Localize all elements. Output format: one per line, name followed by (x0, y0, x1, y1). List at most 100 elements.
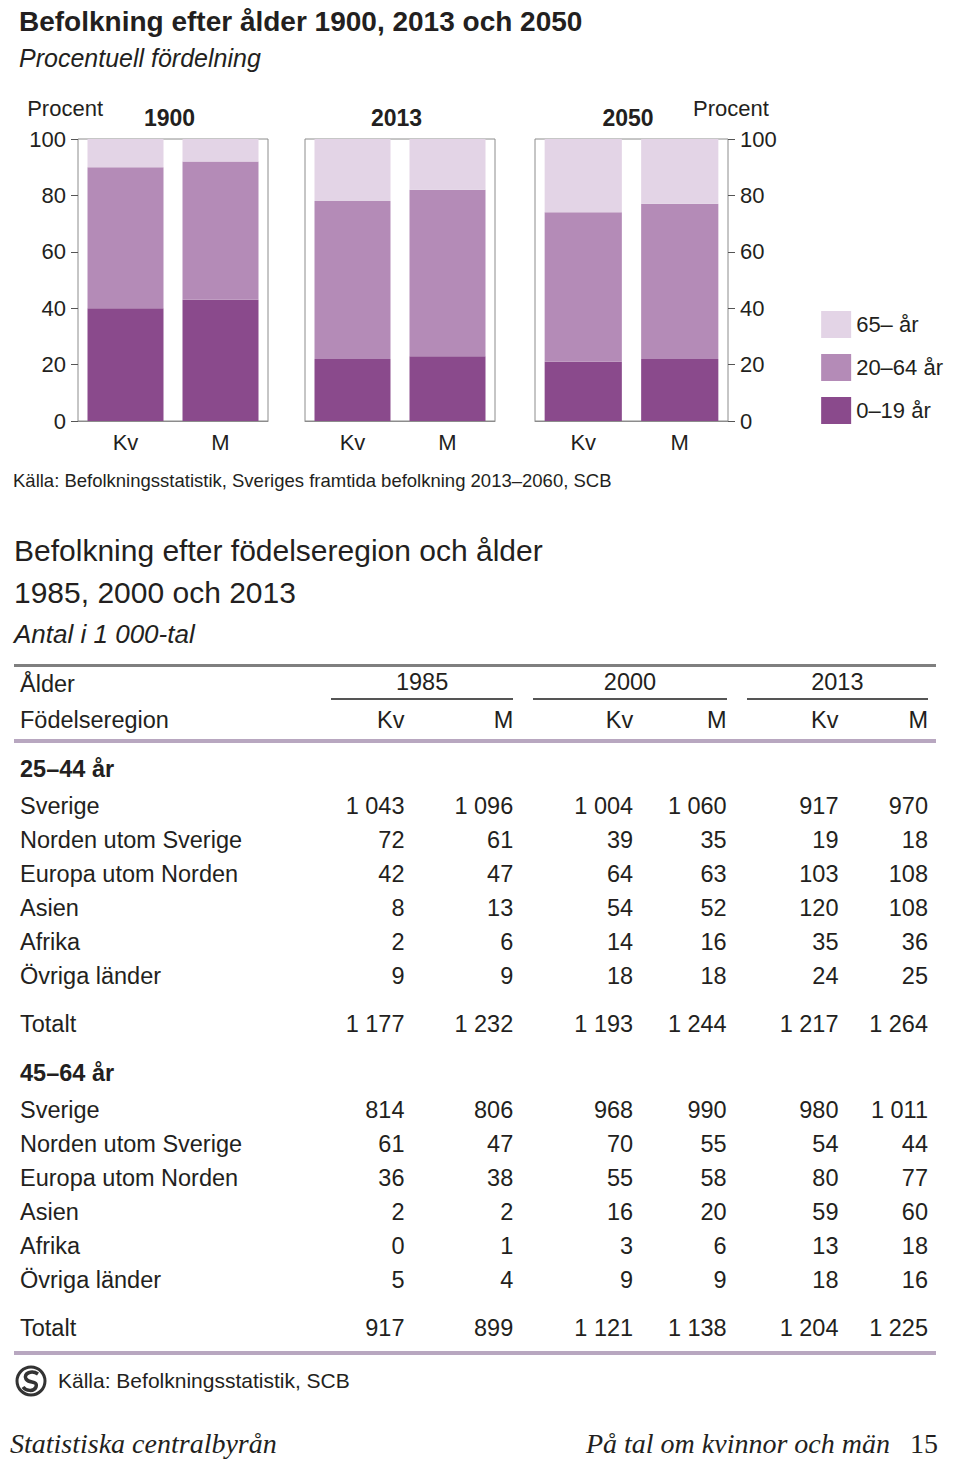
html-text:2000: 2000 (603, 668, 657, 695)
html-text:980: 980 (799, 1096, 839, 1123)
html-text:47: 47 (487, 1130, 514, 1157)
svg-text:1900: 1900 (144, 105, 195, 131)
html-text:968: 968 (594, 1096, 634, 1123)
html-text:1 096: 1 096 (454, 792, 514, 819)
svg-text:100: 100 (740, 127, 777, 152)
html-text:Norden utom Sverige: Norden utom Sverige (20, 1130, 243, 1157)
html-text:1985: 1985 (396, 668, 449, 695)
svg-text:40: 40 (42, 296, 66, 321)
html-text:Afrika: Afrika (20, 928, 81, 955)
html-text:70: 70 (607, 1130, 634, 1157)
svg-text:0–19 år: 0–19 år (856, 398, 931, 423)
svg-text:80: 80 (740, 183, 764, 208)
html-text:63: 63 (700, 860, 727, 887)
html-text:Ålder: Ålder (20, 670, 75, 697)
svg-text:Kv: Kv (340, 430, 366, 455)
svg-text:M: M (671, 430, 689, 455)
html-text:Sverige: Sverige (20, 792, 100, 819)
html-text:814: 814 (365, 1096, 405, 1123)
html-text:14: 14 (607, 928, 634, 955)
html-text:1 217: 1 217 (779, 1010, 839, 1037)
html-text:1 004: 1 004 (574, 792, 634, 819)
html-text:Kv: Kv (377, 706, 405, 733)
html-text:2013: 2013 (811, 668, 864, 695)
svg-text:20–64 år: 20–64 år (856, 355, 943, 380)
html-text:39: 39 (607, 826, 634, 853)
svg-text:Procent: Procent (27, 96, 103, 121)
html-text:64: 64 (607, 860, 634, 887)
html-text:103: 103 (799, 860, 839, 887)
html-text:120: 120 (799, 894, 839, 921)
html-text:19: 19 (812, 826, 839, 853)
html-text:Totalt: Totalt (20, 1010, 77, 1037)
svg-text:Procent: Procent (693, 96, 769, 121)
html-text:42: 42 (378, 860, 405, 887)
html-text:15: 15 (910, 1428, 938, 1459)
svg-text:Kv: Kv (113, 430, 139, 455)
html-text:Antal i 1 000-tal: Antal i 1 000-tal (14, 619, 195, 649)
html-text:På tal om kvinnor och män: På tal om kvinnor och män (585, 1428, 890, 1459)
svg-text:M: M (211, 430, 229, 455)
html-text:1 232: 1 232 (454, 1010, 514, 1037)
html-text:806: 806 (474, 1096, 514, 1123)
html-text:1 264: 1 264 (869, 1010, 928, 1037)
html-text:917: 917 (799, 792, 839, 819)
svg-text:20: 20 (740, 352, 764, 377)
html-text:47: 47 (487, 860, 514, 887)
html-text:Övriga länder: Övriga länder (20, 962, 162, 989)
html-text:54: 54 (607, 894, 634, 921)
html-text:Europa utom Norden: Europa utom Norden (20, 860, 239, 887)
html-text:36: 36 (901, 928, 928, 955)
html-text:1 177: 1 177 (345, 1010, 405, 1037)
svg-text:Källa: Befolkningsstatistik, S: Källa: Befolkningsstatistik, Sveriges fr… (13, 470, 612, 491)
html-text:18: 18 (700, 962, 727, 989)
html-text:Kv: Kv (811, 706, 839, 733)
svg-text:100: 100 (29, 127, 66, 152)
html-text:1985, 2000 och 2013: 1985, 2000 och 2013 (14, 576, 296, 609)
html-text:108: 108 (888, 894, 928, 921)
html-text:24: 24 (812, 962, 839, 989)
html-text:13: 13 (487, 894, 514, 921)
html-text:1 043: 1 043 (345, 792, 405, 819)
svg-text:2013: 2013 (371, 105, 422, 131)
html-text:Asien: Asien (20, 894, 79, 921)
svg-text:40: 40 (740, 296, 764, 321)
html-text:35: 35 (812, 928, 839, 955)
svg-text:60: 60 (42, 239, 66, 264)
html-text:61: 61 (378, 1130, 405, 1157)
html-text:18: 18 (607, 962, 634, 989)
html-text:1 193: 1 193 (574, 1010, 634, 1037)
html-text:970: 970 (888, 792, 928, 819)
html-text:Födelseregion: Födelseregion (20, 706, 169, 733)
html-text:990: 990 (687, 1096, 727, 1123)
svg-text:Kv: Kv (570, 430, 596, 455)
html-text:1 060: 1 060 (667, 792, 727, 819)
html-text:61: 61 (487, 826, 514, 853)
html-text:25: 25 (901, 962, 928, 989)
html-text:72: 72 (378, 826, 405, 853)
html-text:45–64 år: 45–64 år (20, 1059, 115, 1086)
html-text:Befolkning efter födelseregion: Befolkning efter födelseregion och ålder (14, 534, 543, 567)
svg-text:60: 60 (740, 239, 764, 264)
html-text:16: 16 (700, 928, 727, 955)
svg-text:0: 0 (740, 409, 752, 434)
svg-text:Befolkning efter ålder 1900, 2: Befolkning efter ålder 1900, 2013 och 20… (19, 6, 582, 37)
html-text:52: 52 (700, 894, 727, 921)
html-text:Norden utom Sverige: Norden utom Sverige (20, 826, 243, 853)
html-text:Kv: Kv (605, 706, 634, 733)
svg-text:Procentuell fördelning: Procentuell fördelning (19, 44, 261, 72)
svg-text:M: M (438, 430, 456, 455)
svg-text:80: 80 (42, 183, 66, 208)
svg-text:65– år: 65– år (856, 312, 918, 337)
html-text:108: 108 (888, 860, 928, 887)
html-text:Statistiska centralbyrån: Statistiska centralbyrån (10, 1428, 277, 1459)
svg-text:0: 0 (54, 409, 66, 434)
html-text:Sverige: Sverige (20, 1096, 100, 1123)
svg-text:2050: 2050 (603, 105, 654, 131)
html-text:18: 18 (901, 826, 928, 853)
html-text:25–44 år: 25–44 år (20, 755, 115, 782)
svg-text:20: 20 (42, 352, 66, 377)
html-text:35: 35 (700, 826, 727, 853)
html-text:1 244: 1 244 (667, 1010, 727, 1037)
html-text:1 011: 1 011 (870, 1096, 928, 1123)
